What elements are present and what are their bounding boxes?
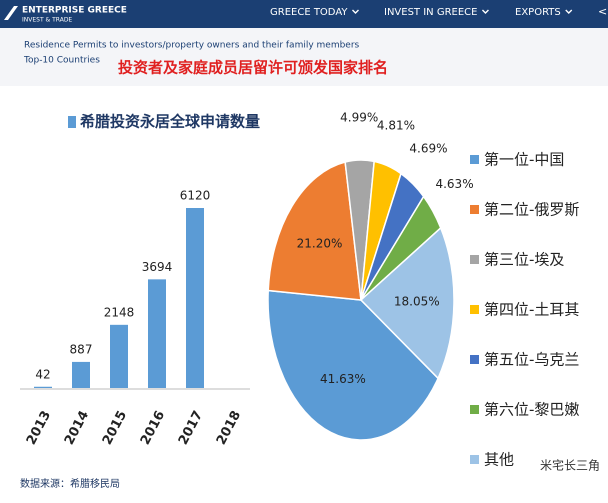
bar (148, 279, 166, 388)
data-label: 887 (70, 342, 93, 356)
legend-swatch (470, 205, 479, 214)
subheader-line1: Residence Permits to investors/property … (24, 41, 360, 51)
pie-slice (267, 289, 439, 441)
data-label: 3694 (142, 260, 173, 274)
title-marker (68, 116, 76, 128)
data-label: 42 (35, 367, 50, 381)
top-bar (0, 0, 608, 28)
legend-swatch (470, 455, 479, 464)
legend-label: 第一位-中国 (484, 151, 564, 169)
source: 数据来源：希腊移民局 (20, 477, 120, 490)
bar (186, 208, 204, 388)
bar (72, 361, 90, 388)
pie-slice (267, 161, 362, 301)
brand-sub: INVEST & TRADE (22, 17, 72, 24)
slice-label: 18.05% (394, 295, 440, 309)
legend-label: 第四位-土耳其 (484, 301, 579, 319)
legend-label: 第六位-黎巴嫩 (484, 401, 579, 419)
bar (110, 324, 128, 388)
legend-label: 第三位-埃及 (484, 251, 564, 269)
legend-swatch (470, 405, 479, 414)
data-label: 6120 (180, 189, 211, 203)
slice-label: 41.63% (320, 372, 366, 386)
subheader-line2: Top-10 Countries (23, 56, 100, 66)
brand: ENTERPRISE GREECE (22, 6, 127, 16)
nav-item[interactable]: GREECE TODAY (270, 7, 348, 18)
legend-swatch (470, 155, 479, 164)
slice-label: 4.63% (435, 177, 473, 191)
nav-item[interactable]: EXPORTS (515, 7, 561, 18)
legend-label: 其他 (484, 451, 514, 469)
legend-label: 第五位-乌克兰 (484, 351, 579, 369)
data-label: 2148 (104, 305, 135, 319)
legend-label: 第二位-俄罗斯 (484, 201, 579, 219)
pie-slice (359, 226, 455, 380)
legend-swatch (470, 305, 479, 314)
nav-chevron (565, 9, 573, 14)
legend-swatch (470, 255, 479, 264)
legend-swatch (470, 355, 479, 364)
nav-item[interactable]: INVEST IN GREECE (384, 7, 477, 18)
bar-title: 希腊投资永居全球申请数量 (80, 113, 260, 131)
logo-mark (4, 6, 18, 20)
slice-label: 21.20% (297, 236, 343, 250)
watermark: 米宅长三角 (540, 458, 600, 473)
slice-label: 4.99% (340, 111, 378, 125)
slice-label: 4.81% (377, 118, 415, 132)
nav-more[interactable]: < (598, 5, 607, 18)
subheader-bg (0, 28, 608, 86)
bar (34, 386, 52, 388)
subheader-title-cn: 投资者及家庭成员居留许可颁发国家排名 (118, 59, 388, 77)
nav-chevron (481, 9, 489, 14)
nav-chevron (352, 9, 359, 14)
slice-label: 4.69% (409, 141, 447, 155)
